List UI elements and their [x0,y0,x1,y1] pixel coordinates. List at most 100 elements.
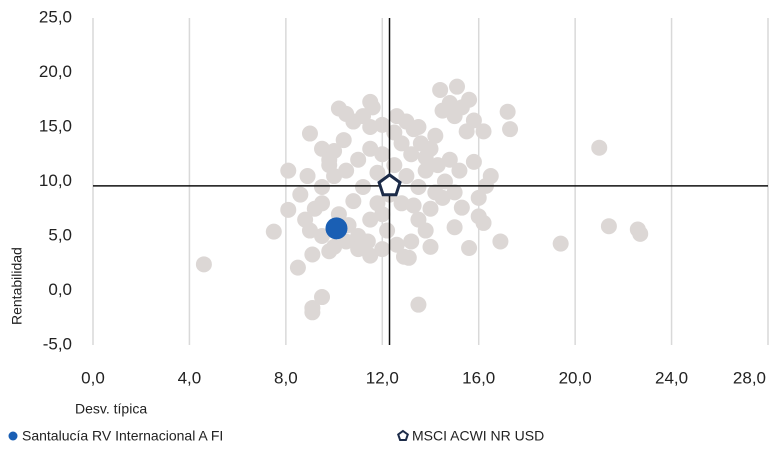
x-tick-label: 16,0 [462,368,495,387]
peer-point [398,168,415,185]
peer-point [386,157,403,174]
peer-point [292,186,309,203]
y-tick-label: 10,0 [39,171,72,190]
peer-point [364,99,381,116]
peer-point [314,228,331,244]
peer-point [345,193,362,210]
peer-point [405,197,422,214]
peer-point [422,200,439,217]
peer-point [458,123,475,140]
peer-point [355,178,371,195]
y-axis-label: Rentabilidad [9,247,25,325]
peer-point [429,157,446,174]
peer-point [417,222,434,239]
benchmark-point [377,173,402,197]
peer-point [470,208,487,225]
peer-point [632,225,649,242]
x-tick-label: 24,0 [655,368,688,387]
peer-point [552,235,569,252]
peer-point [280,162,297,179]
peer-point [417,162,434,179]
peer-point [265,223,282,240]
peer-point [301,125,318,142]
peer-point [441,95,458,112]
peer-point [465,153,482,170]
peer-point [499,103,516,120]
peer-point [369,164,386,181]
peer-point [388,108,405,125]
peer-point [410,119,427,135]
peer-point [427,184,444,201]
peer-point [600,218,617,235]
peer-point [299,168,316,185]
peer-point [314,289,331,306]
peer-point [374,116,391,133]
peer-point [393,135,410,152]
peer-point [475,123,492,140]
peer-point [403,233,420,250]
peer-point [446,184,463,201]
y-tick-label: -5,0 [43,334,72,353]
peer-point [395,248,412,265]
peer-point [280,201,297,218]
peer-point [350,151,367,168]
peer-point [362,247,379,264]
peer-point [417,149,434,166]
peer-point [289,259,306,276]
fund-point [325,217,348,240]
peer-point [470,189,487,206]
peer-point [314,195,331,212]
peer-point [362,119,379,135]
peer-point [432,81,449,98]
peer-point [304,304,321,321]
y-tick-label: 0,0 [48,280,72,299]
peer-point [492,233,509,250]
peer-point [321,157,338,174]
peer-point [335,132,352,149]
peer-point [195,256,212,273]
y-tick-label: 5,0 [48,225,72,244]
peer-point [393,195,410,212]
peer-point [502,121,519,138]
peer-point [374,241,391,258]
legend-label: MSCI ACWI NR USD [412,428,544,444]
peer-point [461,91,478,108]
x-tick-label: 4,0 [178,368,202,387]
peer-point [410,178,427,195]
peer-point [388,236,405,253]
peer-point [453,199,470,216]
peer-point [449,78,466,95]
peer-point [374,146,391,163]
peer-point [451,162,468,179]
peer-point [591,139,608,156]
x-axis-label: Desv. típica [75,401,147,417]
x-tick-label: 8,0 [274,368,298,387]
peer-point [461,239,478,256]
peer-point [422,238,439,255]
y-tick-label: 20,0 [39,62,72,81]
peer-point [446,219,463,236]
x-tick-label: 20,0 [559,368,592,387]
x-tick-label: 12,0 [366,368,399,387]
peer-point [427,127,444,144]
peer-point [326,238,343,255]
x-tick-label: 0,0 [81,368,105,387]
y-tick-label: 15,0 [39,116,72,135]
peer-point [304,246,321,263]
peer-point [314,178,331,195]
legend-label: Santalucía RV Internacional A FI [22,428,223,444]
peer-point [362,140,379,157]
peer-point [326,142,343,159]
peer-point [369,195,386,212]
peer-point [359,233,376,250]
peer-point [379,222,396,239]
x-tick-label: 28,0 [733,368,766,387]
peer-point [403,146,420,163]
peer-point [362,211,379,228]
peer-point [441,151,458,168]
y-tick-label: 25,0 [39,7,72,26]
legend-marker [8,431,18,441]
peer-point [297,211,314,228]
peer-point [410,296,427,313]
